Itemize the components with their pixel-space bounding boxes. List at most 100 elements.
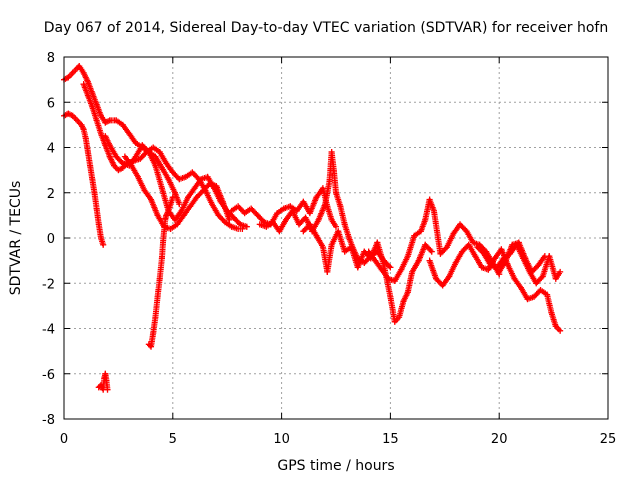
data-point — [213, 182, 220, 189]
y-tick-label: 0 — [47, 232, 55, 247]
data-point — [539, 273, 546, 280]
data-point — [97, 235, 104, 241]
data-point — [511, 275, 518, 282]
series-arc-8 — [228, 185, 339, 230]
data-point-markers — [61, 63, 183, 208]
data-point — [409, 268, 416, 275]
y-tick-label: 6 — [47, 96, 55, 111]
data-point — [65, 110, 72, 117]
data-point — [87, 162, 94, 169]
data-point — [102, 370, 109, 377]
ticks — [63, 56, 609, 420]
data-point — [341, 248, 348, 255]
data-point — [319, 244, 326, 251]
data-point — [457, 221, 464, 228]
data-point — [176, 176, 183, 183]
data-point — [485, 266, 492, 273]
data-point — [333, 223, 339, 230]
data-point — [106, 142, 113, 149]
data-point — [230, 214, 237, 221]
data-point — [69, 69, 76, 76]
data-point — [193, 194, 200, 201]
data-point — [103, 377, 110, 384]
data-point — [148, 196, 155, 203]
data-point — [121, 153, 128, 160]
chart-title: Day 067 of 2014, Sidereal Day-to-day VTE… — [44, 20, 608, 36]
data-point — [89, 90, 96, 97]
series-arc-14 — [496, 239, 548, 275]
data-point — [315, 216, 322, 223]
data-point — [97, 112, 104, 119]
x-axis-label: GPS time / hours — [277, 458, 394, 474]
data-layer — [61, 63, 564, 393]
data-point — [91, 189, 98, 196]
data-point — [189, 169, 196, 176]
data-point — [450, 230, 457, 237]
data-point — [163, 212, 170, 219]
data-point — [439, 282, 446, 289]
data-point — [280, 205, 287, 212]
data-point — [422, 241, 429, 248]
data-point — [113, 117, 120, 124]
data-point — [433, 275, 440, 282]
data-point — [324, 268, 331, 275]
data-point — [528, 268, 535, 275]
data-point — [78, 121, 85, 128]
data-point — [404, 289, 411, 296]
data-point — [169, 169, 176, 176]
data-point — [385, 275, 392, 282]
y-tick-label: 2 — [47, 187, 55, 202]
data-point — [306, 210, 313, 217]
data-point — [296, 221, 303, 228]
data-point — [158, 255, 165, 262]
data-point — [226, 216, 233, 223]
data-point — [113, 153, 120, 160]
data-point — [263, 223, 270, 230]
data-point — [163, 160, 170, 167]
data-point — [204, 173, 211, 180]
data-point — [517, 284, 524, 291]
data-point — [478, 264, 485, 271]
data-point — [391, 277, 398, 284]
data-point — [100, 241, 107, 248]
y-tick-label: -8 — [42, 413, 55, 428]
data-point — [552, 323, 559, 330]
data-point — [126, 130, 133, 137]
series-arc-11 — [365, 196, 503, 284]
data-point — [452, 259, 459, 266]
data-point — [191, 185, 198, 192]
data-point — [156, 275, 163, 282]
data-point — [76, 63, 83, 70]
tick-labels: 0 5 10 15 20 25 -8 -6 -4 -2 0 2 4 6 8 — [42, 51, 616, 447]
data-point — [415, 257, 422, 264]
data-point — [269, 219, 276, 226]
data-point — [158, 164, 165, 171]
data-point — [208, 201, 215, 208]
data-point — [80, 126, 87, 133]
y-tick-label: 4 — [47, 142, 55, 157]
data-point — [228, 207, 235, 214]
data-point — [354, 264, 361, 271]
data-point — [74, 117, 81, 124]
x-tick-label: 5 — [169, 432, 177, 447]
data-point — [300, 198, 307, 205]
data-point — [313, 232, 320, 239]
data-point — [374, 239, 381, 246]
data-point — [515, 239, 522, 246]
data-point — [69, 112, 76, 119]
data-point — [206, 180, 213, 187]
data-point — [400, 298, 407, 305]
data-point-markers — [80, 81, 246, 232]
x-tick-label: 0 — [60, 432, 68, 447]
data-point — [282, 216, 289, 223]
data-point — [289, 207, 296, 214]
data-point — [241, 210, 248, 217]
data-point — [544, 291, 551, 298]
data-point — [180, 212, 187, 219]
data-point — [398, 266, 405, 273]
data-point — [97, 130, 104, 137]
data-point — [254, 212, 261, 219]
data-point — [548, 309, 555, 316]
data-point — [171, 189, 178, 196]
data-point — [84, 78, 91, 85]
